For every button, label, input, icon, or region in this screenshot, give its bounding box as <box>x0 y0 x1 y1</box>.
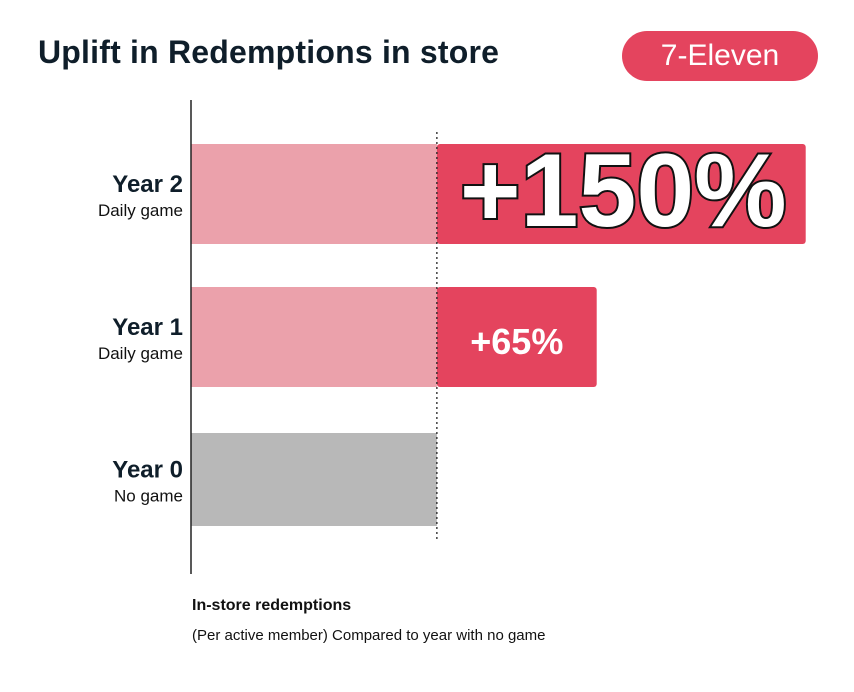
category-label-year-0: Year 0 <box>112 457 183 484</box>
category-label-year-2: Year 2 <box>112 171 183 198</box>
category-sublabel-year-2: Daily game <box>98 201 183 220</box>
brand-badge: 7-Eleven <box>622 31 818 81</box>
category-sublabel-year-1: Daily game <box>98 344 183 363</box>
category-label-year-1: Year 1 <box>112 314 183 341</box>
baseline-bar-year-2 <box>191 144 437 244</box>
data-label-year-2: +150% <box>460 133 787 249</box>
chart-caption-subtitle: (Per active member) Compared to year wit… <box>192 627 546 644</box>
chart-title: Uplift in Redemptions in store <box>38 34 500 70</box>
data-label-year-1: +65% <box>470 321 563 362</box>
chart-caption-title: In-store redemptions <box>192 597 352 614</box>
category-sublabel-year-0: No game <box>114 487 183 506</box>
uplift-bar-year-1 <box>436 287 597 387</box>
bar-year-0 <box>191 433 437 526</box>
uplift-bar-year-2 <box>436 144 806 244</box>
baseline-bar-year-1 <box>191 287 437 387</box>
